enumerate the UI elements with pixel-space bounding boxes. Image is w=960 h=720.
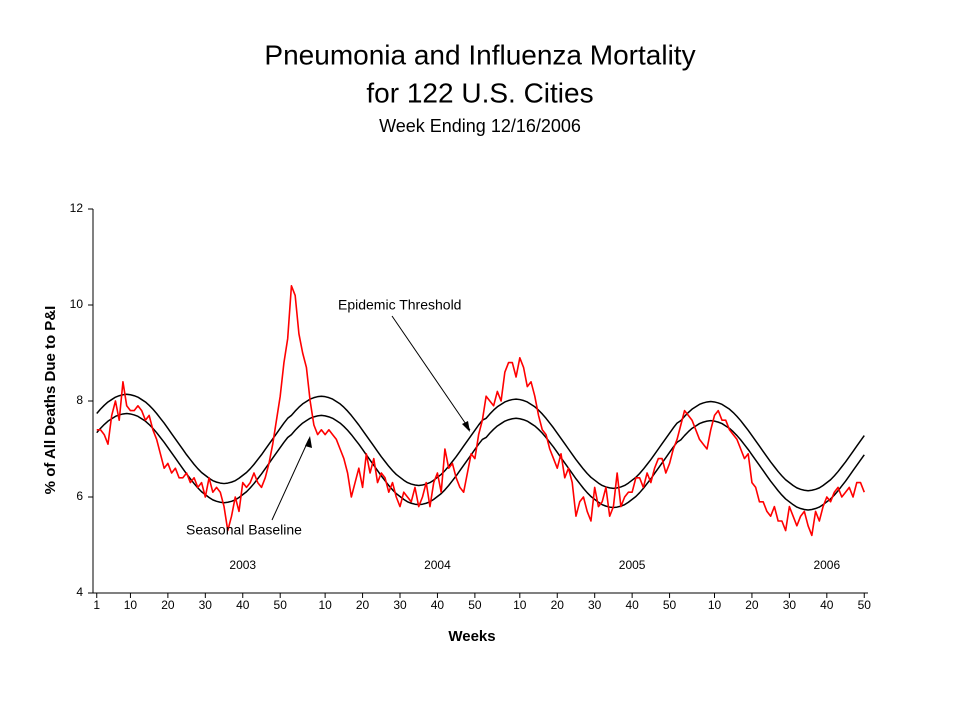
x-group-label: 2006 [813,558,840,572]
x-tick-label: 20 [745,598,759,612]
chart-subtitle: Week Ending 12/16/2006 [379,116,581,136]
annotation-arrow [391,315,471,431]
x-tick-label: 30 [783,598,797,612]
y-tick-label: 12 [70,201,84,215]
x-group-label: 2005 [619,558,646,572]
x-group-label: 2004 [424,558,451,572]
series-line [96,412,865,511]
x-tick-label: 30 [393,598,407,612]
y-tick-label: 4 [76,585,83,599]
x-tick-label: 50 [663,598,677,612]
x-tick-label: 20 [551,598,565,612]
x-tick-label: 40 [431,598,445,612]
x-tick-label: 50 [274,598,288,612]
x-tick-label: 1 [93,598,100,612]
x-tick-label: 40 [236,598,250,612]
series-line [96,393,865,492]
x-tick-label: 20 [161,598,175,612]
y-tick-label: 8 [76,393,83,407]
x-tick-label: 40 [820,598,834,612]
x-tick-label: 50 [858,598,872,612]
x-tick-label: 30 [199,598,213,612]
annotation: Seasonal Baseline [186,522,302,538]
x-tick-label: 10 [124,598,138,612]
plot-area: 4 6 8 10 12 1 10 20 30 40 50 10 20 30 40 50 10 20 30 40 50 10… [70,201,872,612]
x-tick-label: 20 [356,598,370,612]
x-tick-label: 50 [468,598,482,612]
x-tick-label: 10 [513,598,527,612]
chart-title: for 122 U.S. Cities [366,77,593,108]
x-axis-title: Weeks [448,628,495,645]
y-tick-label: 10 [70,297,84,311]
x-tick-label: 10 [708,598,722,612]
x-group-label: 2003 [229,558,256,572]
arrow-head [305,436,312,448]
x-tick-label: 40 [625,598,639,612]
annotation-arrow [271,438,310,521]
y-tick-label: 6 [76,489,83,503]
annotation: Epidemic Threshold [338,297,461,313]
x-tick-label: 30 [588,598,602,612]
arrow-head [462,421,470,432]
y-axis-title: % of All Deaths Due to P&I [42,306,59,495]
series-line [96,285,866,537]
chart-title: Pneumonia and Influenza Mortality [264,39,695,70]
x-tick-label: 10 [318,598,332,612]
